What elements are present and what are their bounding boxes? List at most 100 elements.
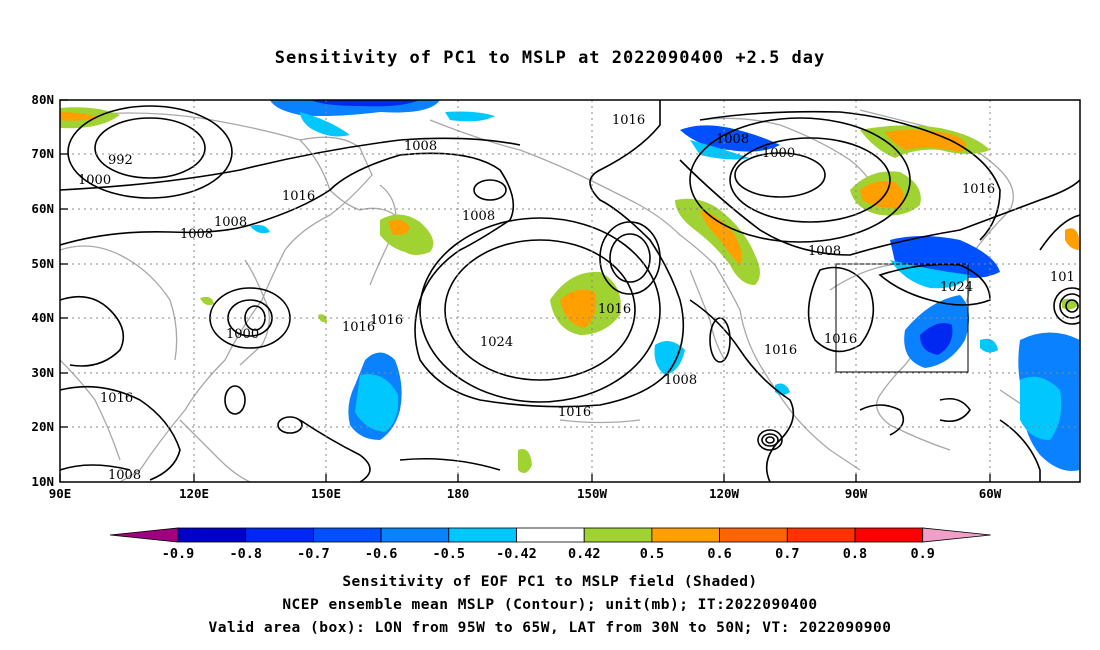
lat-label: 50N [31, 256, 54, 271]
shade-cyan-small [250, 224, 270, 234]
colorbar-max-arrow [922, 527, 991, 543]
lat-label: 20N [31, 419, 54, 434]
shade-darkblue-arctic [310, 100, 420, 107]
contour-label: 1016 [558, 405, 591, 420]
axis-ticks [59, 99, 991, 482]
contour-label: 1016 [824, 332, 857, 347]
map-frame [59, 99, 1081, 483]
contour-label: 1008 [716, 132, 749, 147]
colorbar-min-arrow [109, 527, 179, 543]
contour-label: 1008 [180, 227, 213, 242]
contour-label: 1008 [462, 209, 495, 224]
colorbar-swatch [516, 527, 585, 543]
shade-cyan-mexico2 [775, 383, 790, 395]
colorbar-label: -0.7 [297, 546, 330, 562]
shade-green-tropic [518, 449, 532, 474]
contour-label: 1016 [962, 182, 995, 197]
lon-label: 120W [709, 486, 740, 501]
shade-cyan-mexico [654, 341, 685, 375]
shade-cyan-arctic [300, 112, 350, 137]
contour-label: 1008 [808, 244, 841, 259]
shade-orange-east [1065, 228, 1080, 250]
contour-label: 1024 [480, 335, 513, 350]
lon-label: 90E [49, 486, 72, 501]
colorbar-swatch [448, 527, 517, 543]
lat-label: 40N [31, 310, 54, 325]
colorbar-label: -0.8 [229, 546, 262, 562]
lat-label: 70N [31, 146, 54, 161]
colorbar-label: 0.42 [568, 546, 601, 562]
contour-label: 1000 [78, 173, 111, 188]
shade-orange-kamchatka [388, 219, 410, 236]
shade-orange-central [560, 289, 597, 328]
lat-label: 80N [31, 92, 54, 107]
colorbar-label: 0.8 [843, 546, 867, 562]
caption-line-3: Valid area (box): LON from 95W to 65W, L… [208, 620, 892, 636]
colorbar-swatch [380, 527, 450, 543]
colorbar-label: 0.7 [775, 546, 799, 562]
colorbar-swatch [854, 527, 924, 543]
contour-label: 1000 [226, 327, 259, 342]
sensitivity-shading [60, 100, 1080, 474]
lon-label: 60W [979, 486, 1002, 501]
colorbar-label: -0.6 [365, 546, 398, 562]
shade-orange-baffin [885, 129, 967, 152]
shade-cyan-atlantic [1020, 376, 1062, 440]
shade-cyan-pacific [355, 374, 399, 432]
colorbar-swatch [719, 527, 788, 543]
colorbar-label: -0.5 [433, 546, 466, 562]
colorbar-label: -0.9 [162, 546, 195, 562]
contour-label: 1016 [764, 343, 797, 358]
contour-label: 992 [108, 153, 133, 168]
lon-label: 150W [577, 486, 608, 501]
lat-label: 30N [31, 365, 54, 380]
shade-cyan-alaska [690, 140, 750, 160]
map-grid [60, 100, 1080, 482]
latitude-labels: 80N 70N 60N 50N 40N 30N 20N 10N [31, 92, 54, 489]
contour-label: 1008 [108, 468, 141, 483]
colorbar-label: 0.5 [640, 546, 664, 562]
colorbar-swatch [786, 527, 856, 543]
lon-label: 150E [311, 486, 341, 501]
lon-label: 120E [179, 486, 209, 501]
shade-green-small1 [200, 296, 214, 306]
contour-label: 1016 [100, 391, 133, 406]
colorbar-label: -0.42 [496, 546, 537, 562]
colorbar-swatch [312, 527, 382, 543]
mslp-contours [60, 100, 1080, 482]
shade-green-small2 [318, 314, 327, 323]
contour-label: 1016 [370, 313, 403, 328]
shade-orange-nw [60, 112, 100, 121]
colorbar-swatch [651, 527, 721, 543]
contour-label: 1024 [940, 280, 973, 295]
map-figure: 992 1000 1008 1008 1008 1016 1008 1016 1… [31, 92, 1081, 562]
longitude-labels: 90E 120E 150E 180 150W 120W 90W 60W [49, 486, 1002, 501]
shade-green-gulf [675, 198, 760, 285]
contour-label: 1008 [664, 373, 697, 388]
colorbar-label: 0.6 [707, 546, 731, 562]
lon-label: 90W [845, 486, 868, 501]
shade-green-kamchatka [380, 214, 434, 255]
contour-label: 1008 [404, 139, 437, 154]
contour-labels: 992 1000 1008 1008 1008 1016 1008 1016 1… [78, 113, 1075, 483]
shade-cyan-arctic2 [445, 111, 495, 122]
caption-line-1: Sensitivity of EOF PC1 to MSLP field (Sh… [342, 574, 758, 590]
contour-label: 1000 [762, 146, 795, 161]
contour-label: 1016 [282, 189, 315, 204]
colorbar-swatch [583, 527, 653, 543]
colorbar: -0.9 -0.8 -0.7 -0.6 -0.5 -0.42 0.42 0.5 0.6 0.7 0.… [109, 527, 991, 562]
shade-cyan-east [980, 338, 998, 353]
colorbar-label: 0.9 [911, 546, 935, 562]
colorbar-swatch [245, 527, 314, 543]
lat-label: 60N [31, 201, 54, 216]
lat-label: 10N [31, 474, 54, 489]
contour-label: 1016 [598, 302, 631, 317]
contour-label: 101 [1050, 270, 1075, 285]
contour-label: 1016 [612, 113, 645, 128]
shade-darkblue-box [920, 322, 953, 355]
caption-line-2: NCEP ensemble mean MSLP (Contour); unit(… [282, 597, 818, 613]
shade-blue-alaska [680, 125, 780, 152]
shade-orange-hudson [860, 181, 904, 209]
contour-label: 1016 [342, 320, 375, 335]
colorbar-swatch [177, 527, 247, 543]
